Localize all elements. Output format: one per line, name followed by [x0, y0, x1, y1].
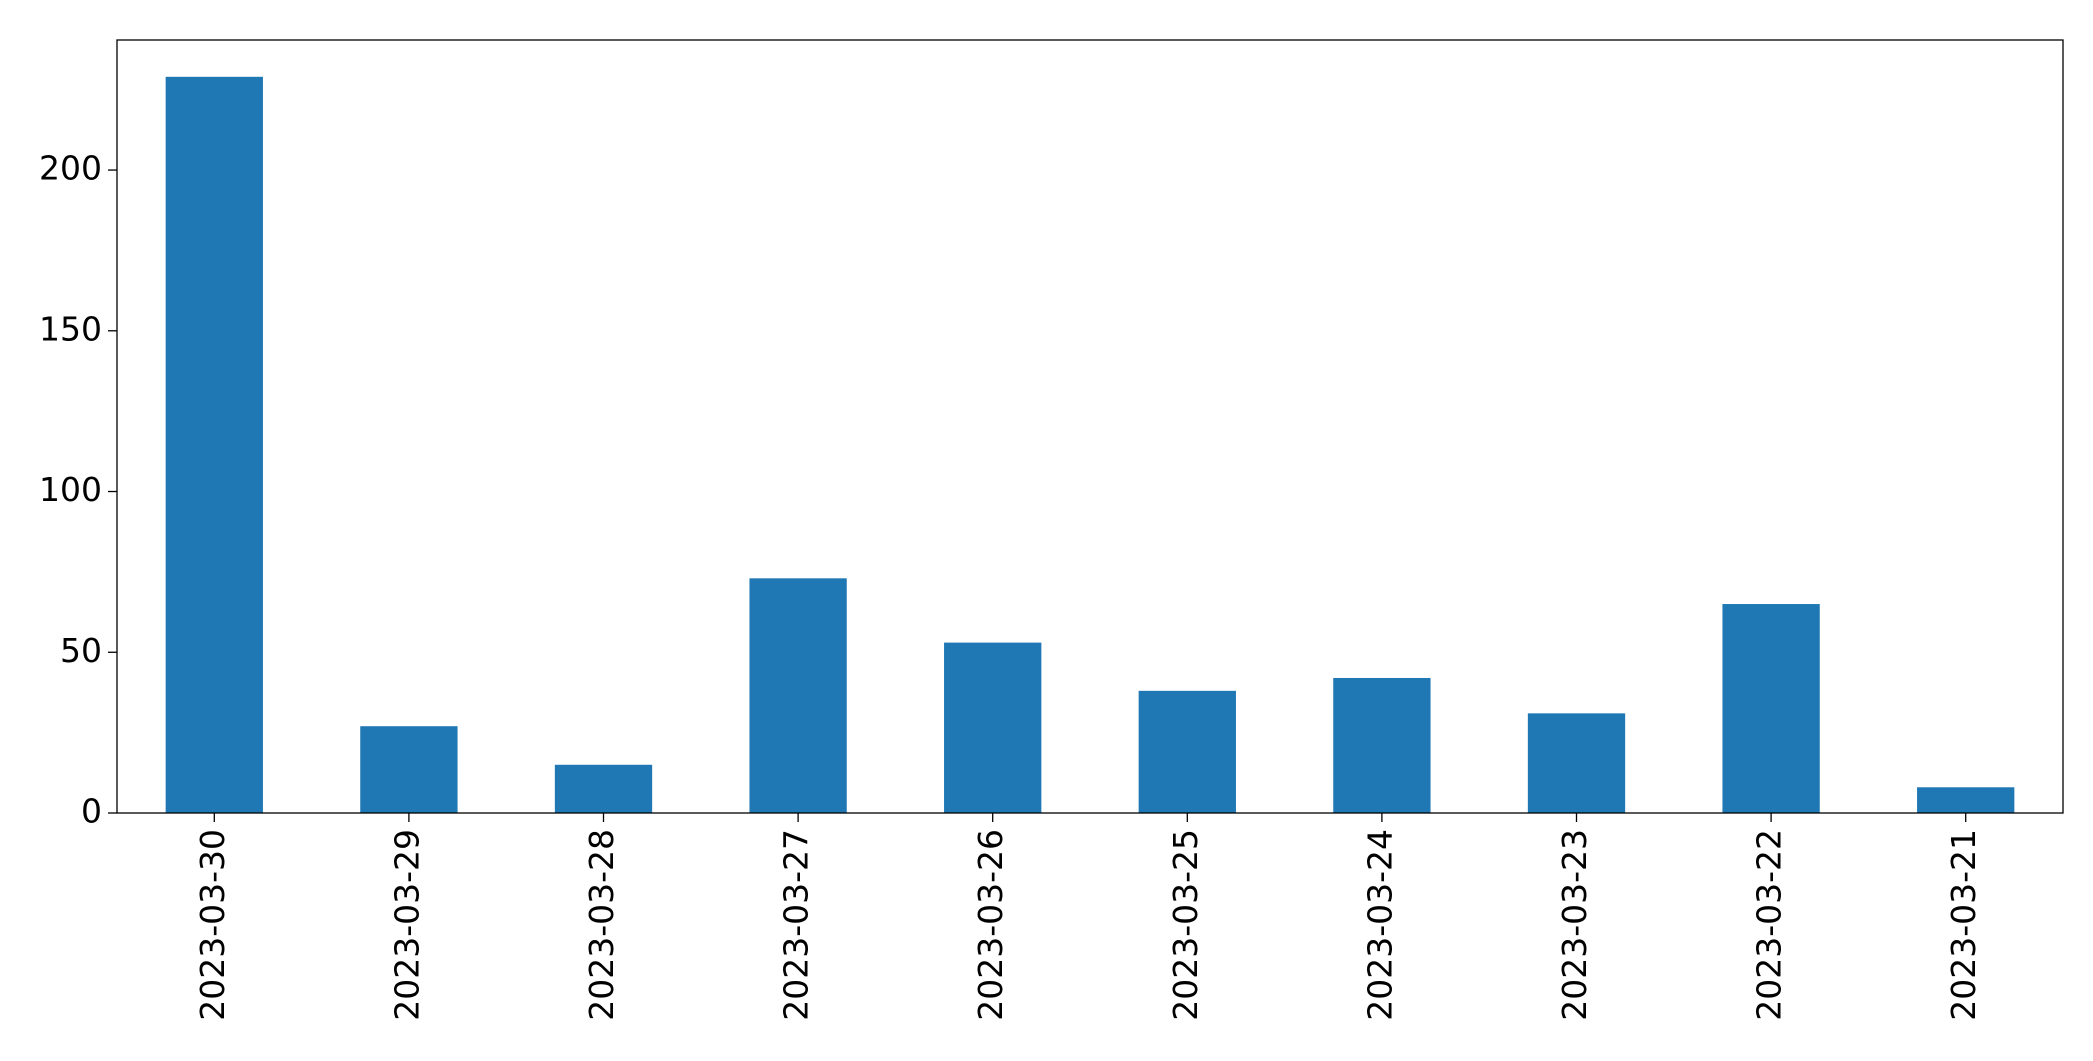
bar: [749, 578, 847, 813]
bar: [165, 76, 263, 814]
x-tick-label: 2023-03-21: [1944, 829, 1983, 1021]
bar: [1138, 690, 1236, 813]
x-tick-label: 2023-03-25: [1166, 829, 1205, 1021]
x-tick-label: 2023-03-30: [193, 829, 232, 1021]
bar: [360, 726, 458, 813]
bar: [554, 764, 653, 813]
bar: [1333, 677, 1431, 813]
x-tick-label: 2023-03-28: [582, 829, 621, 1021]
x-tick-label: 2023-03-23: [1555, 829, 1594, 1021]
x-tick-label: 2023-03-22: [1750, 829, 1789, 1021]
y-tick-label: 0: [81, 792, 102, 831]
bar: [1722, 604, 1820, 813]
y-tick-label: 200: [39, 149, 102, 188]
x-tick-label: 2023-03-27: [777, 829, 816, 1021]
y-tick-label: 100: [39, 470, 102, 509]
x-tick-label: 2023-03-29: [387, 829, 426, 1021]
bar: [1527, 713, 1626, 813]
x-tick-label: 2023-03-26: [971, 829, 1010, 1021]
bar: [944, 642, 1042, 813]
x-tick-label: 2023-03-24: [1360, 829, 1399, 1021]
y-tick-label: 150: [39, 309, 102, 348]
bar: [1917, 787, 2015, 813]
plot-frame: [116, 39, 2064, 814]
y-tick-label: 50: [60, 631, 102, 670]
